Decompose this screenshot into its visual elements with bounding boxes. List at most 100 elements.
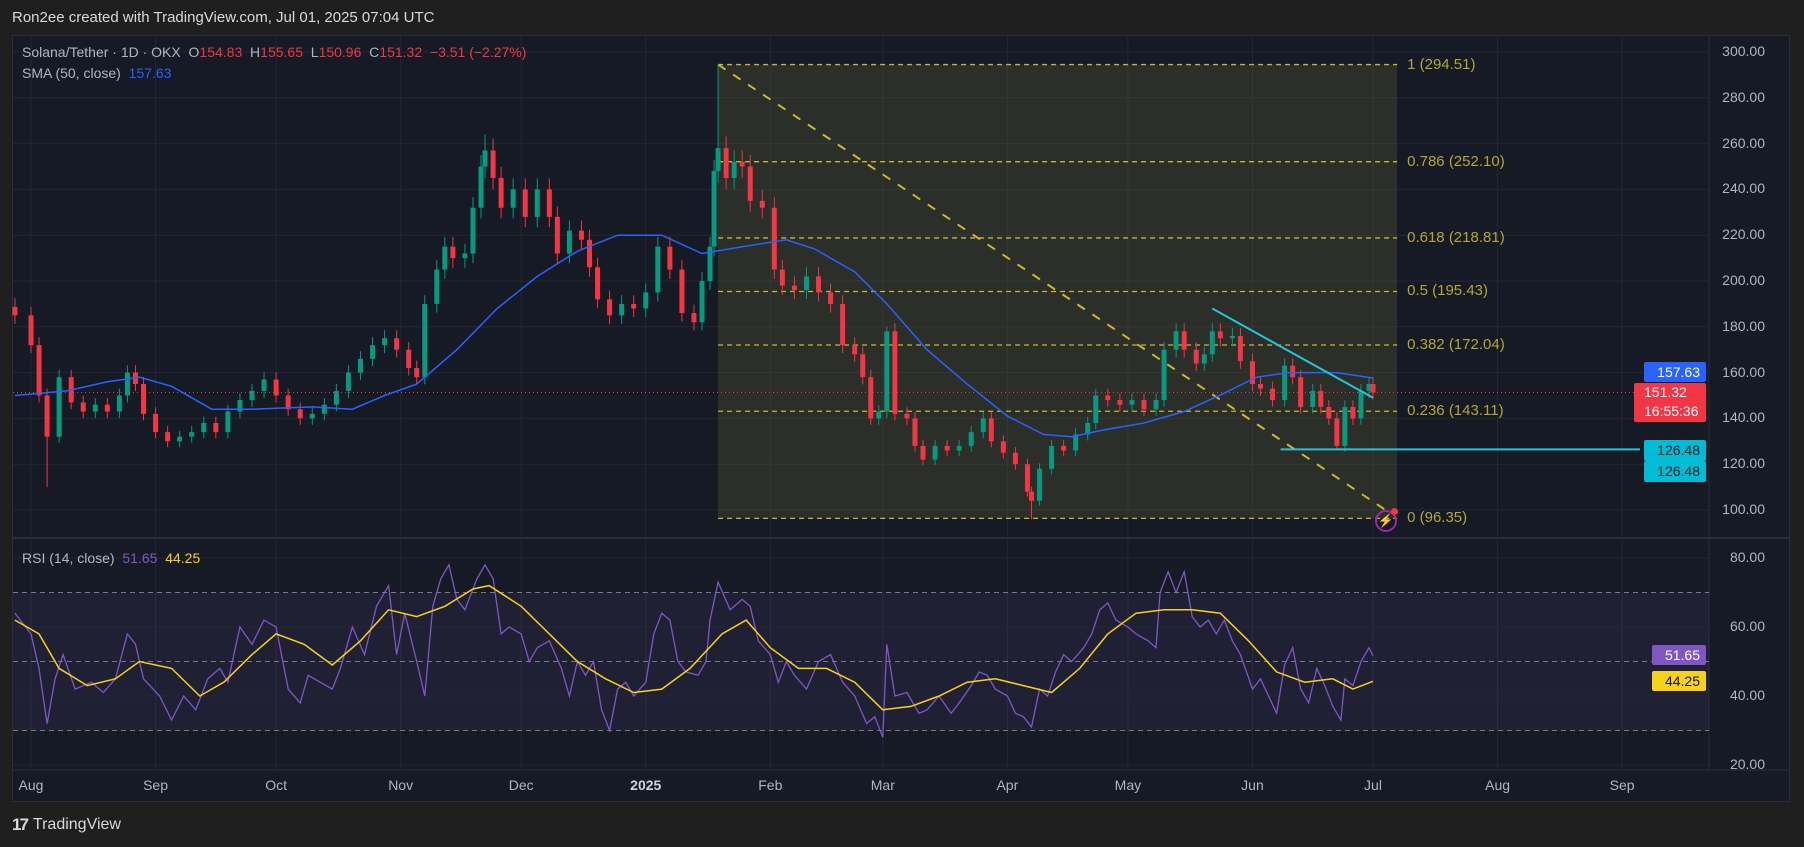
candle-body (1350, 406, 1356, 419)
rsi-tick-label: 80.00 (1729, 549, 1765, 565)
candle-body (699, 281, 705, 323)
fib-level-label: 0.786 (252.10) (1407, 152, 1505, 170)
candle-body (213, 422, 219, 433)
candle (333, 383, 339, 412)
candle (868, 369, 874, 425)
candle (273, 372, 279, 403)
candle-body (1310, 390, 1316, 407)
candle-body (165, 432, 171, 442)
time-tick-label: Mar (870, 777, 895, 793)
candle (1129, 393, 1135, 412)
candle (394, 330, 400, 358)
candle (165, 426, 171, 448)
candle-body (124, 372, 130, 396)
candle (731, 150, 737, 190)
time-tick-label: Aug (18, 777, 44, 793)
candle-body (498, 177, 504, 208)
candle (285, 388, 291, 416)
candle (1326, 400, 1332, 425)
candle (498, 166, 504, 219)
price-tick-label: 120.00 (1722, 455, 1765, 472)
candle-body (1073, 434, 1079, 451)
candle (840, 295, 846, 353)
candle (1141, 393, 1147, 416)
candle-body (261, 379, 267, 391)
fib-level-label: 0.382 (172.04) (1407, 336, 1505, 354)
footer-brand: TradingView (32, 816, 121, 833)
sma-price-badge: 157.63 (1644, 362, 1706, 382)
candle (988, 411, 994, 448)
candle-body (1193, 349, 1199, 364)
candle-body (1161, 349, 1167, 401)
indicator-lines (13, 234, 1709, 451)
rsi-tick-label: 60.00 (1729, 618, 1765, 634)
candle (1049, 440, 1055, 475)
open-value: 154.83 (199, 44, 243, 60)
candle-body (578, 230, 584, 240)
candle-body (370, 345, 376, 359)
candle-body (1290, 365, 1296, 378)
rsi-line (14, 563, 1374, 738)
candle-body (249, 390, 255, 401)
candle-body (715, 148, 721, 172)
candle (723, 136, 729, 190)
candle (434, 260, 440, 313)
candle (1093, 388, 1099, 430)
candle (595, 257, 601, 309)
time-tick-label: Sep (1609, 777, 1635, 793)
candle (1334, 411, 1340, 450)
candle (747, 155, 753, 212)
candle (828, 283, 834, 313)
candle-body (852, 345, 858, 355)
candle (956, 440, 962, 457)
candle-body (944, 445, 950, 451)
candle-body (920, 445, 926, 460)
low-value: 150.96 (318, 44, 362, 60)
candle-body (566, 230, 572, 254)
candle-body (237, 400, 243, 412)
tradingview-logo-icon: 17 (12, 815, 29, 834)
candle (462, 243, 468, 268)
close-label: C (369, 44, 380, 60)
candle (554, 206, 560, 264)
candle-body (1153, 400, 1159, 410)
candle-body (116, 395, 122, 412)
candles (12, 64, 1376, 520)
candle (406, 341, 412, 376)
support-price-badge-2: 126.48 (1644, 461, 1706, 482)
fib-level-label: 0.5 (195.43) (1407, 282, 1488, 300)
candle (36, 337, 42, 403)
price-tick-label: 280.00 (1722, 88, 1765, 105)
lightning-alert-icon[interactable]: ⚡ (1375, 510, 1397, 532)
candle (522, 178, 528, 228)
candle (932, 440, 938, 466)
candle (237, 393, 243, 419)
low-label: L (310, 44, 319, 60)
candle (643, 283, 649, 318)
candle-body (988, 418, 994, 442)
candle-body (731, 161, 737, 178)
candle-body (442, 246, 448, 270)
candle-body (104, 404, 110, 412)
candle (1012, 447, 1018, 470)
candle (153, 407, 159, 439)
candle (876, 404, 882, 425)
candle (370, 337, 376, 367)
candle-body (554, 216, 560, 254)
candle (1310, 383, 1316, 414)
rsi-legend[interactable]: RSI (14, close) 51.65 44.25 (22, 550, 200, 566)
symbol-legend[interactable]: Solana/Tether · 1D · OKX O154.83 H155.65… (22, 44, 526, 60)
candle (534, 178, 540, 228)
bar-countdown: 16:55:36 (1644, 403, 1699, 419)
candle-body (1282, 365, 1288, 401)
candle-body (1061, 445, 1067, 451)
time-tick-label: Aug (1485, 777, 1511, 793)
sma-legend[interactable]: SMA (50, close) 157.63 (22, 65, 171, 81)
candle-body (1024, 464, 1030, 492)
candle-body (92, 404, 98, 412)
candle-body (587, 239, 593, 268)
candle (1061, 440, 1067, 457)
candle-body (723, 148, 729, 178)
candle-body (1249, 361, 1255, 385)
